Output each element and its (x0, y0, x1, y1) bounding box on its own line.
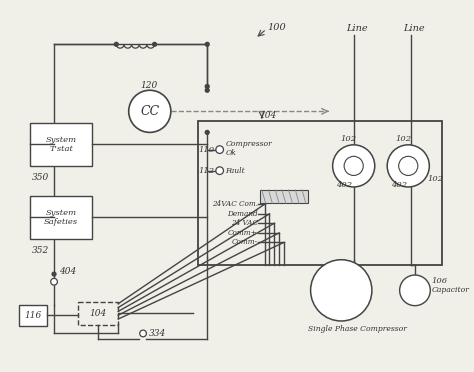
Text: Compressor
Ok: Compressor Ok (226, 140, 272, 157)
Circle shape (129, 90, 171, 132)
Bar (18, 305, 47, 326)
Text: Capacitor: Capacitor (431, 286, 469, 294)
Circle shape (205, 84, 209, 89)
Circle shape (216, 146, 224, 154)
Circle shape (51, 278, 57, 285)
Text: 402: 402 (337, 181, 353, 189)
Circle shape (216, 167, 224, 174)
Text: 24VAC Com.: 24VAC Com. (212, 200, 258, 208)
Bar (198, 121, 442, 264)
Circle shape (205, 42, 209, 46)
Text: Demand: Demand (228, 210, 258, 218)
Text: CC: CC (140, 105, 159, 118)
Text: 100: 100 (267, 23, 286, 32)
Circle shape (153, 42, 156, 46)
Text: 102: 102 (395, 135, 411, 143)
Bar (260, 190, 308, 203)
Circle shape (114, 42, 118, 46)
Text: 104: 104 (90, 309, 107, 318)
Text: 24 VAC: 24 VAC (231, 219, 258, 227)
Circle shape (387, 145, 429, 187)
Circle shape (205, 89, 209, 92)
Text: 104: 104 (260, 110, 277, 120)
Text: 350: 350 (32, 173, 49, 182)
Bar (30, 196, 92, 239)
Text: Single Phase Compressor: Single Phase Compressor (308, 325, 407, 333)
Bar (30, 123, 92, 166)
Text: Line: Line (346, 25, 368, 33)
Text: Line: Line (403, 25, 425, 33)
Text: 116: 116 (24, 311, 42, 320)
Circle shape (399, 156, 418, 176)
Text: 334: 334 (149, 329, 166, 338)
Circle shape (140, 330, 146, 337)
Text: Comm+: Comm+ (228, 229, 258, 237)
Text: System
Safeties: System Safeties (44, 209, 78, 226)
Text: 106: 106 (431, 277, 447, 285)
Circle shape (333, 145, 375, 187)
Text: 402: 402 (391, 181, 407, 189)
Text: 120: 120 (140, 81, 157, 90)
Text: System
T'stat: System T'stat (46, 136, 77, 153)
Circle shape (52, 272, 56, 276)
Text: 102: 102 (428, 175, 444, 183)
Text: 352: 352 (32, 246, 49, 255)
Circle shape (344, 156, 363, 176)
Text: 112: 112 (199, 167, 215, 175)
Text: Comm-: Comm- (232, 238, 258, 247)
Text: 102: 102 (341, 135, 357, 143)
Bar (78, 302, 118, 325)
Circle shape (205, 131, 209, 134)
Text: 110: 110 (199, 145, 215, 154)
Circle shape (310, 260, 372, 321)
Circle shape (400, 275, 430, 306)
Text: 404: 404 (59, 267, 76, 276)
Text: Fault: Fault (226, 167, 245, 175)
